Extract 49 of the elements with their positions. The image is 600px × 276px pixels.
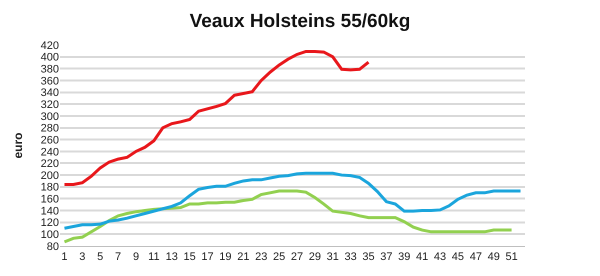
y-tick-label: 400 [40, 52, 59, 64]
x-tick-label: 15 [184, 251, 196, 264]
x-tick-label: 3 [79, 251, 86, 264]
x-tick-label: 43 [434, 251, 446, 264]
y-tick-label: 420 [40, 40, 59, 52]
x-tick-label: 31 [326, 251, 339, 264]
y-tick-label: 80 [46, 240, 59, 253]
x-tick-label: 29 [308, 251, 321, 264]
x-tick-label: 21 [237, 251, 250, 264]
line-series [62, 190, 514, 244]
x-tick-label: 35 [362, 251, 375, 264]
y-tick-label: 360 [40, 75, 59, 88]
x-tick-label: 7 [115, 251, 122, 264]
x-tick-label: 49 [488, 251, 500, 264]
chart-title: Veaux Holsteins 55/60kg [190, 11, 410, 32]
y-tick-label: 200 [40, 170, 59, 182]
y-tick-label: 260 [40, 134, 59, 146]
x-tick-label: 45 [452, 251, 464, 264]
y-tick-label: 280 [40, 122, 59, 135]
x-tick-label: 5 [97, 251, 104, 264]
x-tick-label: 39 [398, 251, 410, 264]
y-tick-label: 240 [40, 146, 59, 158]
y-tick-label: 380 [40, 64, 59, 76]
y-tick-label: 300 [40, 110, 59, 123]
y-tick-label: 140 [40, 205, 59, 218]
x-tick-label: 37 [380, 251, 393, 264]
x-tick-label: 41 [416, 251, 428, 264]
y-tick-label: 100 [40, 229, 59, 242]
y-tick-label: 120 [40, 217, 59, 230]
x-tick-label: 47 [470, 251, 482, 264]
x-tick-label: 33 [344, 251, 357, 264]
y-tick-label: 220 [40, 158, 59, 170]
y-tick-label: 180 [40, 182, 59, 194]
line-series [62, 172, 522, 230]
x-tick-label: 19 [219, 251, 232, 264]
x-tick-label: 11 [148, 251, 160, 264]
x-tick-label: 25 [272, 251, 286, 264]
x-tick-label: 17 [201, 251, 214, 264]
y-tick-label: 340 [40, 87, 59, 100]
x-tick-label: 13 [166, 251, 178, 264]
line-series [62, 50, 370, 186]
x-tick-label: 27 [290, 251, 304, 264]
y-tick-label: 320 [40, 98, 59, 111]
x-tick-label: 9 [132, 251, 140, 264]
x-tick-label: 23 [255, 251, 268, 264]
x-tick-label: 1 [61, 251, 68, 264]
x-tick-label: 51 [505, 251, 518, 264]
y-tick-label: 160 [40, 194, 59, 206]
y-axis-title: euro [10, 132, 25, 159]
